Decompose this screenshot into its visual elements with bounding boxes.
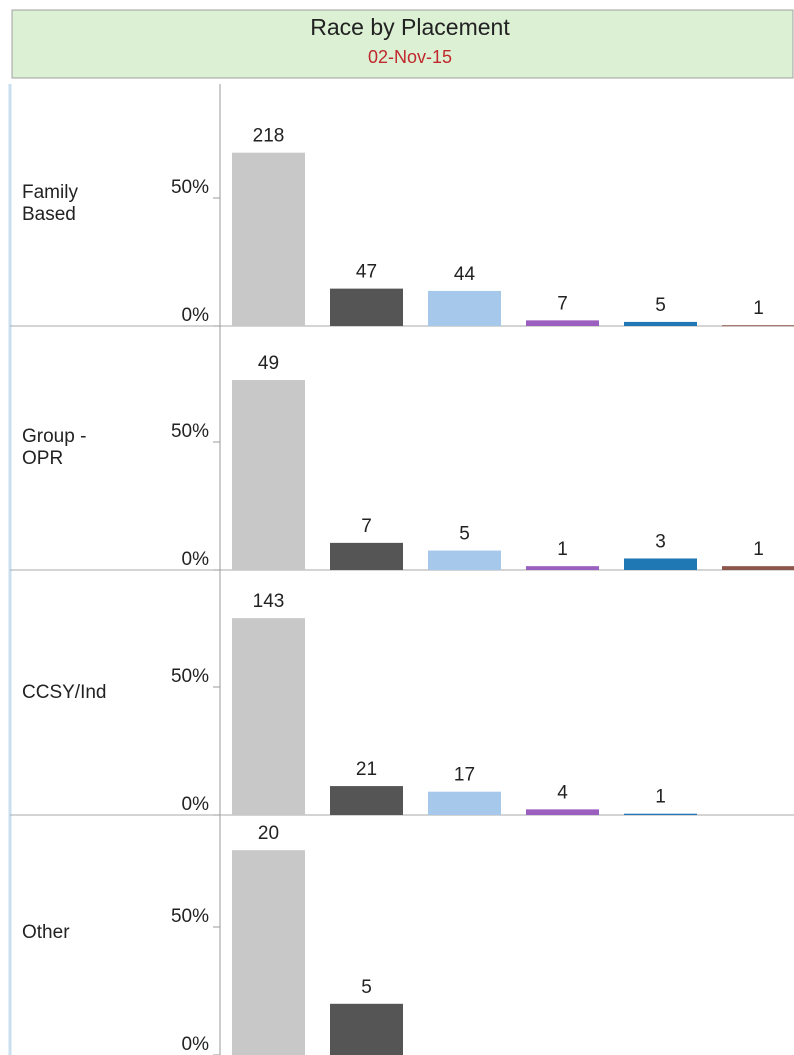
data-label: 5 bbox=[459, 524, 470, 545]
data-label: 17 bbox=[454, 765, 475, 786]
data-label: 4 bbox=[557, 782, 568, 803]
y-tick-label: 50% bbox=[171, 906, 209, 927]
subtitle: 02-Nov-15 bbox=[368, 47, 452, 67]
bar bbox=[330, 786, 403, 815]
data-label: 7 bbox=[361, 516, 372, 537]
bar bbox=[232, 618, 305, 815]
bar bbox=[428, 290, 501, 326]
data-label: 1 bbox=[655, 787, 666, 808]
bar bbox=[232, 850, 305, 1055]
y-tick-label: 0% bbox=[182, 549, 210, 570]
data-label: 21 bbox=[356, 759, 377, 780]
bar bbox=[232, 152, 305, 326]
row-label: Family Based bbox=[22, 182, 78, 226]
bar bbox=[526, 809, 599, 815]
bar bbox=[526, 320, 599, 326]
title: Race by Placement bbox=[310, 14, 510, 40]
data-label: 218 bbox=[253, 126, 285, 147]
data-label: 49 bbox=[258, 353, 279, 374]
y-tick-label: 50% bbox=[171, 421, 209, 442]
data-label: 7 bbox=[557, 293, 568, 314]
bar bbox=[428, 550, 501, 570]
bar bbox=[232, 380, 305, 570]
data-label: 1 bbox=[557, 539, 568, 560]
data-label: 3 bbox=[655, 531, 666, 552]
row-label: CCSY/Ind bbox=[22, 682, 107, 704]
data-label: 20 bbox=[258, 823, 279, 844]
y-tick-label: 50% bbox=[171, 177, 209, 198]
data-label: 5 bbox=[655, 295, 666, 316]
y-tick-label: 0% bbox=[182, 794, 210, 815]
row-label: Other bbox=[22, 922, 70, 944]
y-tick-label: 0% bbox=[182, 305, 210, 326]
row-label: Group - OPR bbox=[22, 426, 87, 470]
y-tick-label: 0% bbox=[182, 1034, 210, 1055]
bar bbox=[624, 558, 697, 570]
bar bbox=[330, 1003, 403, 1055]
data-label: 47 bbox=[356, 262, 377, 283]
bar bbox=[624, 813, 697, 815]
data-label: 1 bbox=[753, 539, 764, 560]
bar bbox=[330, 542, 403, 570]
data-label: 1 bbox=[753, 298, 764, 319]
bar bbox=[722, 325, 794, 327]
data-label: 143 bbox=[253, 591, 285, 612]
data-label: 5 bbox=[361, 977, 372, 998]
bar bbox=[722, 566, 794, 570]
bar bbox=[428, 791, 501, 815]
data-label: 44 bbox=[454, 264, 476, 285]
bar bbox=[330, 288, 403, 326]
bar bbox=[624, 321, 697, 326]
header-box bbox=[11, 9, 794, 79]
y-tick-label: 50% bbox=[171, 666, 209, 687]
bar bbox=[526, 566, 599, 570]
